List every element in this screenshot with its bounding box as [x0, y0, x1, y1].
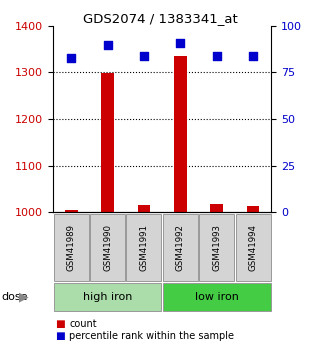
Bar [174, 56, 187, 212]
Text: GSM41993: GSM41993 [212, 224, 221, 271]
Text: dose: dose [2, 292, 28, 302]
Bar [65, 210, 78, 212]
Text: GDS2074 / 1383341_at: GDS2074 / 1383341_at [83, 12, 238, 25]
Text: ■: ■ [55, 319, 64, 329]
Point [141, 53, 146, 58]
Text: low iron: low iron [195, 292, 239, 302]
Text: GSM41989: GSM41989 [67, 224, 76, 271]
Text: GSM41991: GSM41991 [139, 224, 148, 271]
Text: ▶: ▶ [19, 290, 29, 303]
Bar [137, 205, 150, 212]
Text: high iron: high iron [83, 292, 132, 302]
Text: GSM41992: GSM41992 [176, 224, 185, 271]
Text: count: count [69, 319, 97, 329]
Bar [247, 206, 259, 212]
Point [69, 55, 74, 60]
Point [250, 53, 256, 58]
Bar [210, 204, 223, 212]
Text: ■: ■ [55, 332, 64, 341]
Text: GSM41990: GSM41990 [103, 224, 112, 271]
Point [105, 42, 110, 47]
Text: percentile rank within the sample: percentile rank within the sample [69, 332, 234, 341]
Point [178, 40, 183, 46]
Bar [101, 73, 114, 212]
Text: GSM41994: GSM41994 [248, 224, 257, 271]
Point [214, 53, 219, 58]
